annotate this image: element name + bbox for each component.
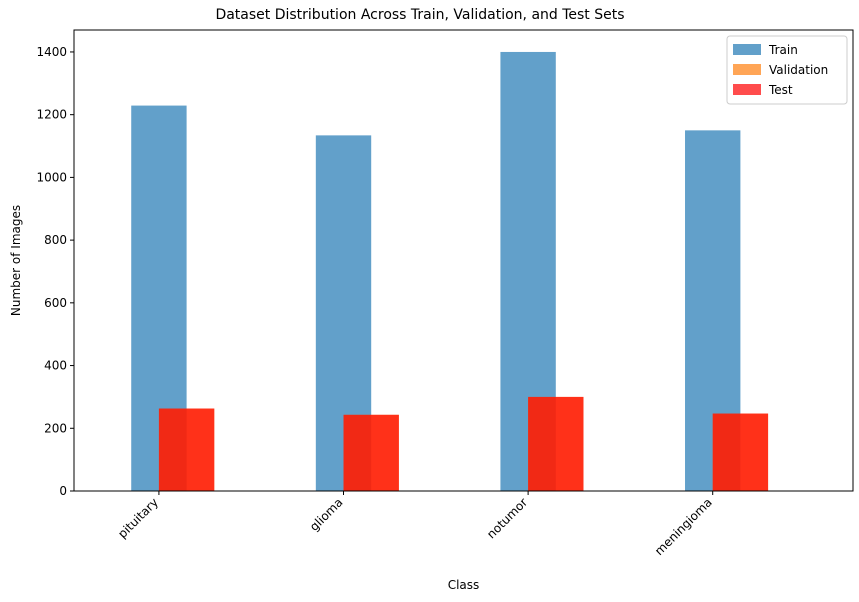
x-tick-label: meningioma [652,495,715,558]
y-tick-label: 1000 [36,170,67,184]
x-tick-label: notumor [484,495,530,541]
y-tick-label: 1200 [36,108,67,122]
bar-test-meningioma [712,413,769,491]
legend-swatch-train [733,44,761,55]
x-axis-label: Class [448,578,480,592]
y-tick-label: 1400 [36,45,67,59]
y-tick-label: 400 [44,359,67,373]
x-axis-ticks: pituitary glioma notumor meningioma [115,491,715,558]
legend-swatch-test [733,84,761,95]
bar-test-notumor [528,396,584,491]
y-tick-label: 600 [44,296,67,310]
legend-label-test: Test [768,83,793,97]
bars-layer [131,51,769,491]
legend-label-train: Train [768,43,798,57]
legend-label-validation: Validation [769,63,828,77]
y-axis-label: Number of Images [9,205,23,316]
legend: Train Validation Test [726,35,848,105]
plot-frame [73,29,854,492]
y-tick-label: 800 [44,233,67,247]
x-tick-label: pituitary [115,495,161,541]
legend-swatch-validation [733,64,761,75]
bar-test-pituitary [158,408,215,491]
y-tick-label: 0 [59,484,67,498]
x-tick-label: glioma [307,495,346,534]
y-axis-ticks: 0 200 400 600 800 1000 1200 1400 [36,45,74,498]
chart-title: Dataset Distribution Across Train, Valid… [215,7,624,23]
bar-test-glioma [343,414,399,491]
y-tick-label: 200 [44,421,67,435]
